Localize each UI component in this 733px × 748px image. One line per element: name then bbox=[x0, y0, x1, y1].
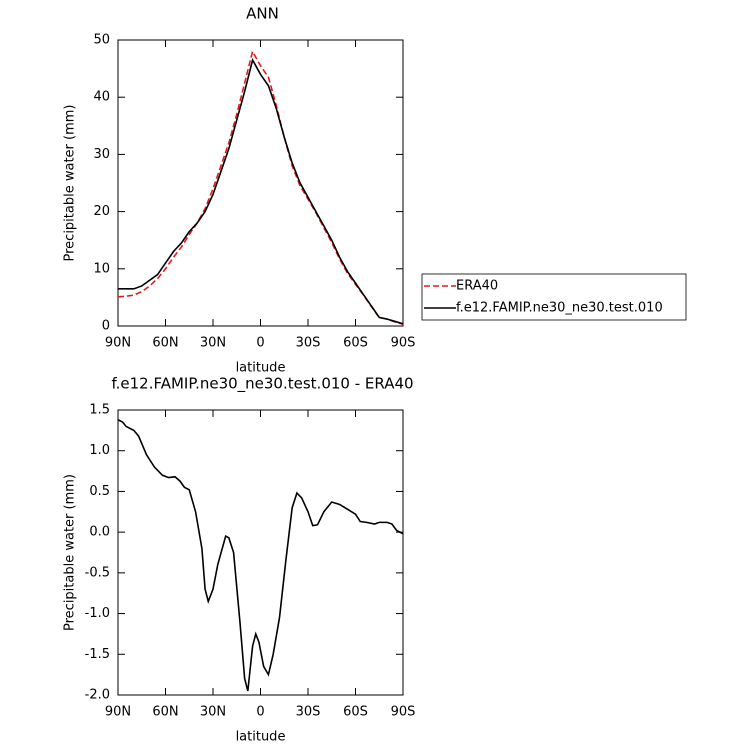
chart-title: ANN bbox=[246, 5, 279, 23]
y-tick-label: 0 bbox=[102, 319, 110, 334]
plot-frame bbox=[117, 39, 404, 327]
y-tick-label: 10 bbox=[93, 261, 110, 276]
y-tick-label: 0.0 bbox=[89, 525, 110, 540]
y-axis-label: Precipitable water (mm) bbox=[63, 105, 78, 262]
y-tick-label: 1.0 bbox=[89, 443, 110, 458]
x-tick-label: 30S bbox=[296, 705, 321, 720]
x-tick-label: 0 bbox=[256, 336, 264, 351]
y-tick-label: -1.5 bbox=[85, 647, 110, 662]
y-tick-label: 40 bbox=[93, 90, 110, 105]
y-tick-label: -0.5 bbox=[85, 565, 110, 580]
y-tick-label: 50 bbox=[93, 33, 110, 48]
legend-label: f.e12.FAMIP.ne30_ne30.test.010 bbox=[456, 301, 663, 316]
y-tick-label: 1.5 bbox=[89, 403, 110, 418]
y-tick-label: -2.0 bbox=[85, 688, 110, 703]
x-tick-label: 60S bbox=[343, 705, 368, 720]
y-tick-label: -1.0 bbox=[85, 606, 110, 621]
x-tick-label: 60N bbox=[152, 336, 178, 351]
legend-label: ERA40 bbox=[456, 279, 498, 294]
legend-box bbox=[421, 273, 687, 321]
data-line bbox=[117, 419, 404, 692]
x-tick-label: 30N bbox=[200, 705, 226, 720]
x-tick-label: 90N bbox=[105, 705, 131, 720]
chart-title: f.e12.FAMIP.ne30_ne30.test.010 - ERA40 bbox=[111, 375, 413, 394]
y-axis-label: Precipitable water (mm) bbox=[63, 474, 78, 631]
y-tick-label: 30 bbox=[93, 147, 110, 162]
x-tick-label: 60N bbox=[152, 705, 178, 720]
data-line bbox=[118, 57, 404, 325]
x-tick-label: 30S bbox=[296, 336, 321, 351]
y-tick-label: 0.5 bbox=[89, 484, 110, 499]
y-tick-label: 20 bbox=[93, 204, 110, 219]
x-tick-label: 90N bbox=[105, 336, 131, 351]
x-tick-label: 60S bbox=[343, 336, 368, 351]
x-tick-label: 0 bbox=[256, 705, 264, 720]
x-tick-label: 90S bbox=[391, 336, 416, 351]
x-tick-label: 30N bbox=[200, 336, 226, 351]
x-tick-label: 90S bbox=[391, 705, 416, 720]
x-axis-label: latitude bbox=[236, 730, 286, 745]
data-line bbox=[117, 49, 404, 326]
x-axis-label: latitude bbox=[236, 361, 286, 376]
